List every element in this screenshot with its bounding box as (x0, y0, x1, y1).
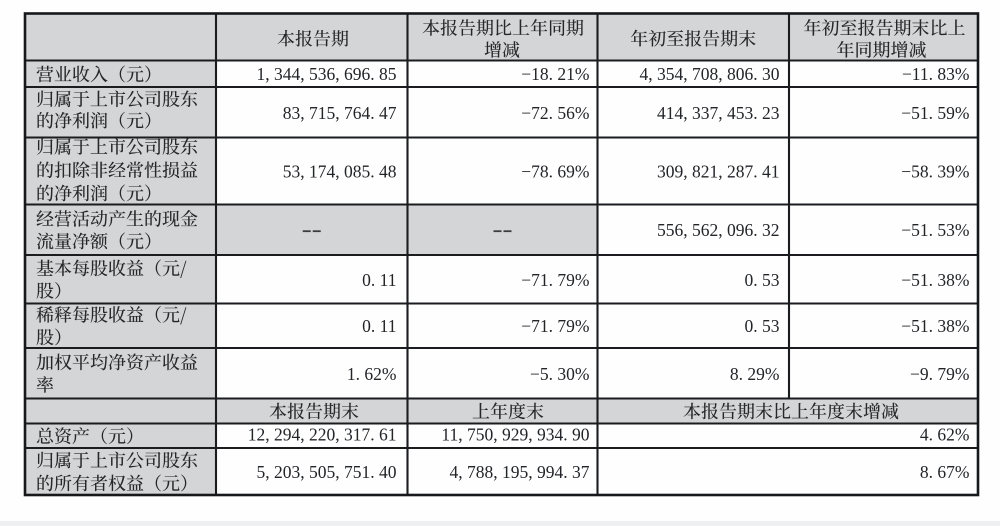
svg-text:−5. 30%: −5. 30% (530, 364, 589, 384)
svg-text:−71. 79%: −71. 79% (521, 316, 589, 336)
svg-text:−51. 59%: −51. 59% (901, 103, 969, 123)
svg-text:−9. 79%: −9. 79% (910, 364, 969, 384)
svg-text:−72. 56%: −72. 56% (521, 103, 589, 123)
svg-text:1. 62%: 1. 62% (347, 364, 397, 384)
svg-text:−71. 79%: −71. 79% (521, 270, 589, 290)
svg-text:12, 294, 220, 317. 61: 12, 294, 220, 317. 61 (248, 425, 397, 445)
svg-text:−51. 38%: −51. 38% (901, 270, 969, 290)
svg-text:4, 354, 708, 806. 30: 4, 354, 708, 806. 30 (640, 64, 780, 84)
svg-text:−78. 69%: −78. 69% (521, 162, 589, 182)
svg-text:4. 62%: 4. 62% (920, 425, 970, 445)
svg-text:0. 53: 0. 53 (745, 270, 780, 290)
svg-text:0. 11: 0. 11 (362, 316, 396, 336)
svg-text:0. 53: 0. 53 (745, 316, 780, 336)
svg-text:11, 750, 929, 934. 90: 11, 750, 929, 934. 90 (441, 425, 589, 445)
svg-text:556, 562, 096. 32: 556, 562, 096. 32 (657, 220, 780, 240)
svg-text:4, 788, 195, 994. 37: 4, 788, 195, 994. 37 (450, 462, 590, 482)
svg-text:−11. 83%: −11. 83% (902, 64, 970, 84)
svg-text:5, 203, 505, 751. 40: 5, 203, 505, 751. 40 (257, 462, 397, 482)
svg-text:414, 337, 453. 23: 414, 337, 453. 23 (657, 103, 780, 123)
svg-text:8. 67%: 8. 67% (920, 462, 970, 482)
svg-text:−18. 21%: −18. 21% (521, 64, 589, 84)
svg-text:−51. 38%: −51. 38% (901, 316, 969, 336)
svg-text:53, 174, 085. 48: 53, 174, 085. 48 (283, 162, 397, 182)
svg-text:309, 821, 287. 41: 309, 821, 287. 41 (657, 162, 780, 182)
svg-text:8. 29%: 8. 29% (730, 364, 780, 384)
svg-text:0. 11: 0. 11 (362, 270, 396, 290)
svg-text:−51. 53%: −51. 53% (901, 220, 969, 240)
svg-text:1, 344, 536, 696. 85: 1, 344, 536, 696. 85 (257, 64, 397, 84)
svg-text:−58. 39%: −58. 39% (901, 162, 969, 182)
svg-text:83, 715, 764. 47: 83, 715, 764. 47 (283, 103, 397, 123)
